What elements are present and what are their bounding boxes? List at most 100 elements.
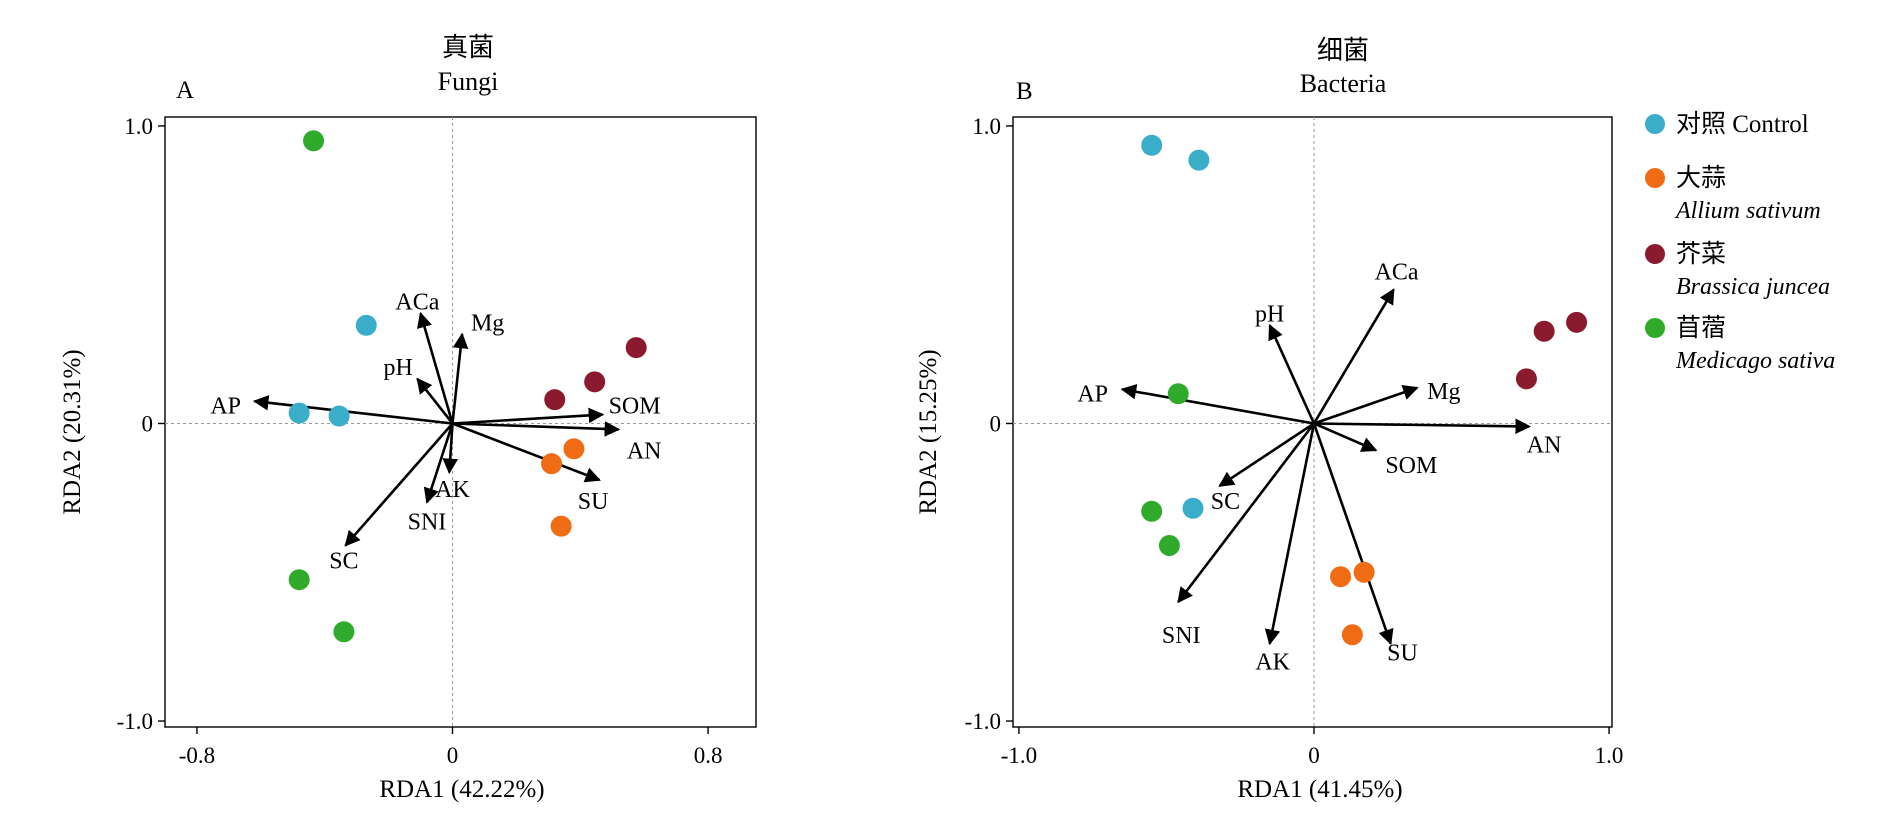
x-tick-label-a-1: 0 xyxy=(447,743,459,768)
panel-b-letter: B xyxy=(1016,78,1033,105)
vector-label-a-su: SU xyxy=(578,489,609,515)
legend-sublabel-garlic: Allium sativum xyxy=(1674,198,1821,224)
point-b-alfalfa-9 xyxy=(1167,383,1189,405)
panel-a-ylabel: RDA2 (20.31%) xyxy=(59,349,86,514)
vector-b-an xyxy=(1313,418,1531,435)
vector-a-su xyxy=(452,422,601,483)
plot-frame-b xyxy=(1012,116,1613,728)
vector-b-som xyxy=(1313,422,1378,452)
point-b-mustard-6 xyxy=(1566,311,1588,333)
panel-b-title-cn: 细菌 xyxy=(1317,36,1369,65)
point-a-alfalfa-9 xyxy=(303,130,325,152)
point-a-garlic-4 xyxy=(541,453,563,475)
vector-a-aca xyxy=(416,311,454,424)
point-b-control-0 xyxy=(1141,134,1163,156)
x-tick-label-a-0: -0.8 xyxy=(179,743,215,768)
panel-b-title: Bacteria xyxy=(1300,69,1387,98)
vector-label-a-som: SOM xyxy=(609,394,661,420)
vector-b-su xyxy=(1312,423,1394,646)
vector-a-sni xyxy=(423,423,454,504)
y-tick-label-a-1: 0 xyxy=(142,411,154,436)
legend-label-alfalfa: 苜蓿 xyxy=(1676,314,1726,342)
panel-a-title: Fungi xyxy=(438,67,499,96)
vector-label-a-aca: ACa xyxy=(395,289,439,315)
panel-fungi: 真菌 Fungi A -0.8 0 0.8 1.0 0 -1.0 ACa Mg pH AP SOM A… xyxy=(59,33,757,803)
vector-b-aca xyxy=(1312,288,1395,425)
point-a-mustard-8 xyxy=(544,389,566,411)
point-a-control-1 xyxy=(288,402,310,424)
vector-label-a-sc: SC xyxy=(329,548,358,574)
point-b-garlic-3 xyxy=(1353,561,1375,583)
panel-a-title-cn: 真菌 xyxy=(442,33,494,62)
x-tick-label-b-2: 1.0 xyxy=(1595,743,1624,768)
plot-area-a: -0.8 0 0.8 1.0 0 -1.0 ACa Mg pH AP SOM AN SU AK SNI SC xyxy=(117,114,757,768)
plot-frame-a xyxy=(164,116,757,728)
vector-label-b-sc: SC xyxy=(1211,489,1240,515)
vector-label-b-an: AN xyxy=(1527,432,1562,458)
legend-swatch-garlic xyxy=(1645,168,1665,188)
point-a-control-2 xyxy=(328,405,350,427)
point-a-garlic-5 xyxy=(550,515,572,537)
legend-sublabel-alfalfa: Medicago sativa xyxy=(1675,348,1835,374)
legend-label-garlic: 大蒜 xyxy=(1676,164,1726,192)
vector-label-a-sni: SNI xyxy=(408,510,447,536)
point-a-alfalfa-10 xyxy=(288,569,310,591)
vector-b-ph xyxy=(1268,323,1316,425)
plot-area-b: -1.0 0 1.0 1.0 0 -1.0 ACa pH Mg AP AN SOM SC SNI AK SU xyxy=(965,114,1624,768)
point-a-alfalfa-11 xyxy=(333,621,355,643)
y-tick-label-b-0: 1.0 xyxy=(972,114,1001,139)
vector-label-b-su: SU xyxy=(1387,641,1418,667)
vector-b-sni xyxy=(1177,422,1316,604)
point-a-mustard-6 xyxy=(625,337,647,359)
vector-label-a-an: AN xyxy=(627,438,662,464)
panel-a-letter: A xyxy=(176,77,194,104)
panel-b-ylabel: RDA2 (15.25%) xyxy=(915,349,942,514)
vector-a-ak xyxy=(442,423,459,475)
y-tick-label-b-2: -1.0 xyxy=(965,709,1001,734)
vector-label-b-ph: pH xyxy=(1255,301,1284,327)
vector-a-sc xyxy=(344,422,454,547)
point-b-mustard-7 xyxy=(1533,320,1555,342)
point-a-garlic-3 xyxy=(563,438,585,460)
point-a-mustard-7 xyxy=(584,371,606,393)
legend-swatch-control xyxy=(1645,114,1665,134)
legend: 对照 Control 大蒜 Allium sativum 芥菜 Brassica… xyxy=(1645,110,1835,374)
legend-swatch-mustard xyxy=(1645,244,1665,264)
vector-label-b-ak: AK xyxy=(1255,650,1290,676)
point-b-garlic-5 xyxy=(1341,624,1363,646)
vector-label-a-ph: pH xyxy=(384,355,413,381)
point-b-mustard-8 xyxy=(1515,368,1537,390)
legend-swatch-alfalfa xyxy=(1645,318,1665,338)
vector-a-som xyxy=(452,407,605,425)
point-b-control-2 xyxy=(1182,497,1204,519)
vector-label-b-sni: SNI xyxy=(1162,623,1201,649)
vector-b-ak xyxy=(1264,423,1316,646)
vector-label-b-som: SOM xyxy=(1385,453,1437,479)
vector-label-a-ak: AK xyxy=(435,477,470,503)
panel-a-xlabel: RDA1 (42.22%) xyxy=(379,776,544,803)
panel-b-xlabel: RDA1 (41.45%) xyxy=(1237,776,1402,803)
legend-item-control: 对照 Control xyxy=(1645,110,1809,138)
vector-a-an xyxy=(452,421,621,437)
legend-item-alfalfa: 苜蓿 Medicago sativa xyxy=(1645,314,1835,374)
vector-label-b-aca: ACa xyxy=(1375,260,1419,286)
x-tick-label-a-2: 0.8 xyxy=(694,743,723,768)
y-tick-label-b-1: 0 xyxy=(990,411,1002,436)
point-b-garlic-4 xyxy=(1330,566,1352,588)
vector-label-b-ap: AP xyxy=(1077,382,1108,408)
point-b-alfalfa-10 xyxy=(1141,500,1163,522)
vector-label-a-mg: Mg xyxy=(471,310,504,336)
legend-label-mustard: 芥菜 xyxy=(1676,240,1726,268)
point-b-alfalfa-11 xyxy=(1158,534,1180,556)
vector-b-sc xyxy=(1218,422,1315,488)
legend-item-garlic: 大蒜 Allium sativum xyxy=(1645,164,1821,224)
x-tick-label-b-1: 0 xyxy=(1308,743,1320,768)
legend-label-control: 对照 Control xyxy=(1676,110,1809,138)
y-tick-label-a-0: 1.0 xyxy=(124,114,153,139)
vector-b-mg xyxy=(1313,384,1419,425)
y-tick-label-a-2: -1.0 xyxy=(117,709,153,734)
legend-item-mustard: 芥菜 Brassica juncea xyxy=(1645,240,1830,300)
legend-sublabel-mustard: Brassica juncea xyxy=(1676,274,1830,300)
vector-a-mg xyxy=(451,332,469,424)
